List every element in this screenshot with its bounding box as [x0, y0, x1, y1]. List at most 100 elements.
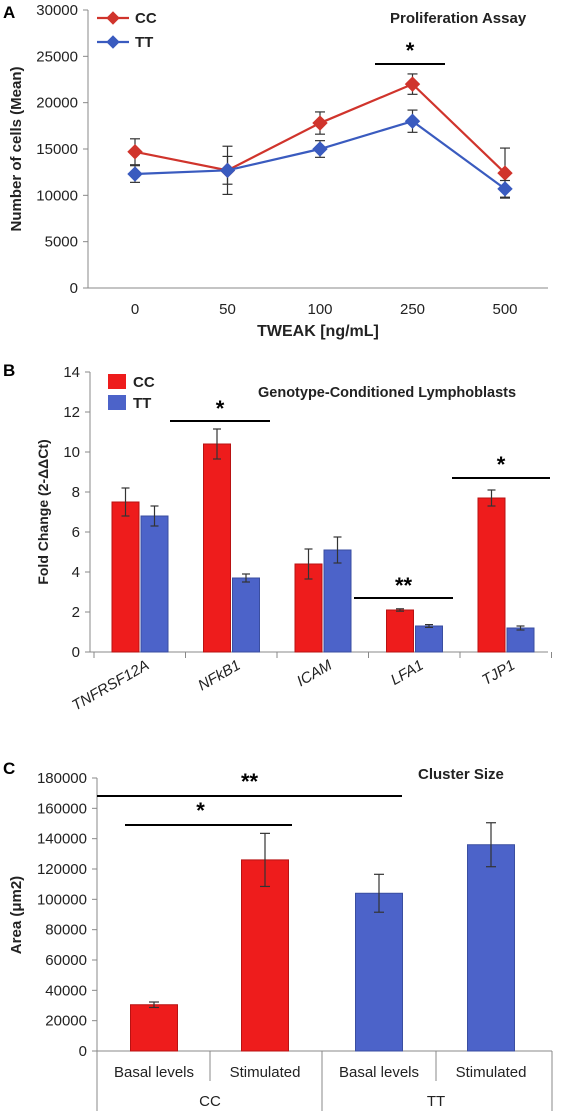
panel-b-y-axis-tick-label: 6 — [72, 524, 80, 541]
panel-a-point-tt — [404, 113, 421, 129]
panel-b-error-bar — [121, 487, 130, 517]
panel-c-y-axis-tick-label: 160000 — [37, 800, 87, 817]
panel-b-error-bar — [396, 608, 404, 612]
panel-a-y-axis-tick-label: 20000 — [36, 95, 78, 112]
panel-b-x-tick-label: TJP1 — [479, 657, 518, 689]
panel-a-y-axis-tick-label: 10000 — [36, 187, 78, 204]
panel-b-bar-tt — [323, 549, 352, 653]
panel-b-error-bar — [150, 505, 159, 527]
panel-a-point-tt — [219, 162, 236, 179]
panel-c-group-label: TT — [427, 1093, 445, 1110]
panel-c-group-label: CC — [199, 1093, 221, 1110]
panel-b-x-tick-label: NFkB1 — [195, 657, 243, 695]
panel-a-x-tick-label: 100 — [307, 301, 332, 318]
panel-b-y-axis-tick-label: 4 — [72, 564, 80, 581]
panel-b-error-bar — [516, 625, 525, 631]
panel-a-y-axis-tick-label: 25000 — [36, 48, 78, 65]
panel-c-y-axis-tick-label: 80000 — [45, 922, 87, 939]
panel-a-x-label: TWEAK [ng/mL] — [257, 323, 379, 340]
panel-a-letter: A — [3, 3, 15, 22]
panel-b-x-tick-label: TNFRSF12A — [69, 657, 152, 715]
panel-b-x-tick-label: LFA1 — [388, 657, 427, 689]
panel-b-error-bar — [242, 573, 250, 583]
panel-a-y-label: Number of cells (Mean) — [8, 66, 25, 231]
panel-c-error-bar — [486, 822, 496, 868]
panel-b-bar-tt — [415, 625, 443, 653]
panel-b-significance-mark: ** — [395, 573, 413, 598]
panel-c-y-label: Area (μm2) — [8, 876, 25, 954]
panel-a-legend-label: CC — [135, 10, 157, 27]
panel-a-point-tt — [497, 181, 513, 197]
panel-c-significance-mark: * — [196, 798, 205, 823]
panel-c-x-tick-label: Stimulated — [230, 1064, 301, 1081]
panel-c-bar — [241, 859, 289, 1052]
panel-c-bar — [130, 1004, 178, 1052]
panel-b-bar-tt — [232, 577, 260, 653]
panel-a-legend-marker — [106, 35, 120, 49]
panel-b-y-axis-tick-label: 0 — [72, 644, 80, 661]
panel-a-x-tick-label: 50 — [219, 301, 236, 318]
panel-b-title: Genotype-Conditioned Lymphoblasts — [258, 385, 516, 401]
panel-c-y-axis-tick-label: 40000 — [45, 982, 87, 999]
panel-b-bar-tt — [140, 515, 169, 653]
panel-a-y-axis-tick-label: 30000 — [36, 2, 78, 19]
panel-a-y-axis-tick-label: 15000 — [36, 141, 78, 158]
panel-a-legend-label: TT — [135, 34, 153, 51]
panel-a-x-tick-label: 500 — [492, 301, 517, 318]
panel-a-point-cc — [404, 76, 421, 92]
panel-a-y-axis-tick-label: 5000 — [45, 234, 78, 251]
panel-c-y-axis-tick-label: 100000 — [37, 891, 87, 908]
panel-a-y-axis-tick-label: 0 — [70, 280, 78, 297]
panel-c-y-axis-tick-label: 140000 — [37, 831, 87, 848]
panel-b-error-bar — [425, 623, 433, 629]
panel-c-bar — [355, 892, 403, 1052]
panel-b-bar-cc — [477, 497, 506, 653]
panel-b-bar-cc — [111, 501, 140, 653]
panel-b-legend-swatch — [108, 374, 126, 389]
panel-b-x-tick-label: ICAM — [294, 656, 335, 690]
panel-a-point-tt — [127, 166, 143, 182]
panel-b-y-axis-tick-label: 12 — [63, 404, 80, 421]
panel-c-bar — [467, 844, 515, 1052]
panel-c-significance-mark: ** — [241, 769, 259, 794]
panel-b-significance-mark: * — [216, 396, 225, 421]
panel-c-y-axis-tick-label: 180000 — [37, 770, 87, 787]
panel-b-error-bar — [213, 428, 221, 460]
panel-a-point-tt — [312, 141, 328, 157]
panel-a-title: Proliferation Assay — [390, 10, 527, 27]
panel-b-error-bar — [487, 489, 496, 507]
panel-c-y-axis-tick-label: 20000 — [45, 1013, 87, 1030]
panel-a-point-cc — [312, 115, 328, 131]
panel-b-error-bar — [304, 548, 313, 580]
panel-c-x-tick-label: Stimulated — [456, 1064, 527, 1081]
panel-c-x-tick-label: Basal levels — [339, 1064, 419, 1081]
panel-a-x-tick-label: 0 — [131, 301, 139, 318]
panel-a-significance-mark: * — [406, 38, 415, 63]
panel-c-error-bar — [149, 1001, 159, 1009]
panel-b-bar-cc — [203, 443, 231, 653]
panel-b-error-bar — [333, 536, 342, 564]
panel-b-letter: B — [3, 361, 15, 380]
panel-a-legend-marker — [106, 11, 120, 25]
panel-b-y-axis-tick-label: 8 — [72, 484, 80, 501]
panel-b-bar-cc — [386, 609, 414, 653]
panel-b-significance-mark: * — [497, 452, 506, 477]
panel-b-legend-swatch — [108, 395, 126, 410]
panel-c-letter: C — [3, 759, 15, 778]
panel-c-y-axis-tick-label: 0 — [79, 1043, 87, 1060]
panel-a-point-cc — [127, 144, 143, 160]
panel-b-bar-tt — [506, 627, 535, 653]
panel-c-title: Cluster Size — [418, 766, 504, 783]
panel-c-x-tick-label: Basal levels — [114, 1064, 194, 1081]
panel-b-y-axis-tick-label: 2 — [72, 604, 80, 621]
panel-a-x-tick-label: 250 — [400, 301, 425, 318]
panel-c-y-axis-tick-label: 120000 — [37, 861, 87, 878]
panel-c-error-bar — [260, 832, 270, 888]
panel-c-y-axis-tick-label: 60000 — [45, 952, 87, 969]
panel-b-legend-label: CC — [133, 374, 155, 391]
panel-b-y-axis-tick-label: 10 — [63, 444, 80, 461]
panel-c-error-bar — [374, 873, 384, 913]
panel-b-y-label: Fold Change (2-ΔΔCt) — [35, 439, 51, 584]
panel-b-y-axis-tick-label: 14 — [63, 364, 80, 381]
